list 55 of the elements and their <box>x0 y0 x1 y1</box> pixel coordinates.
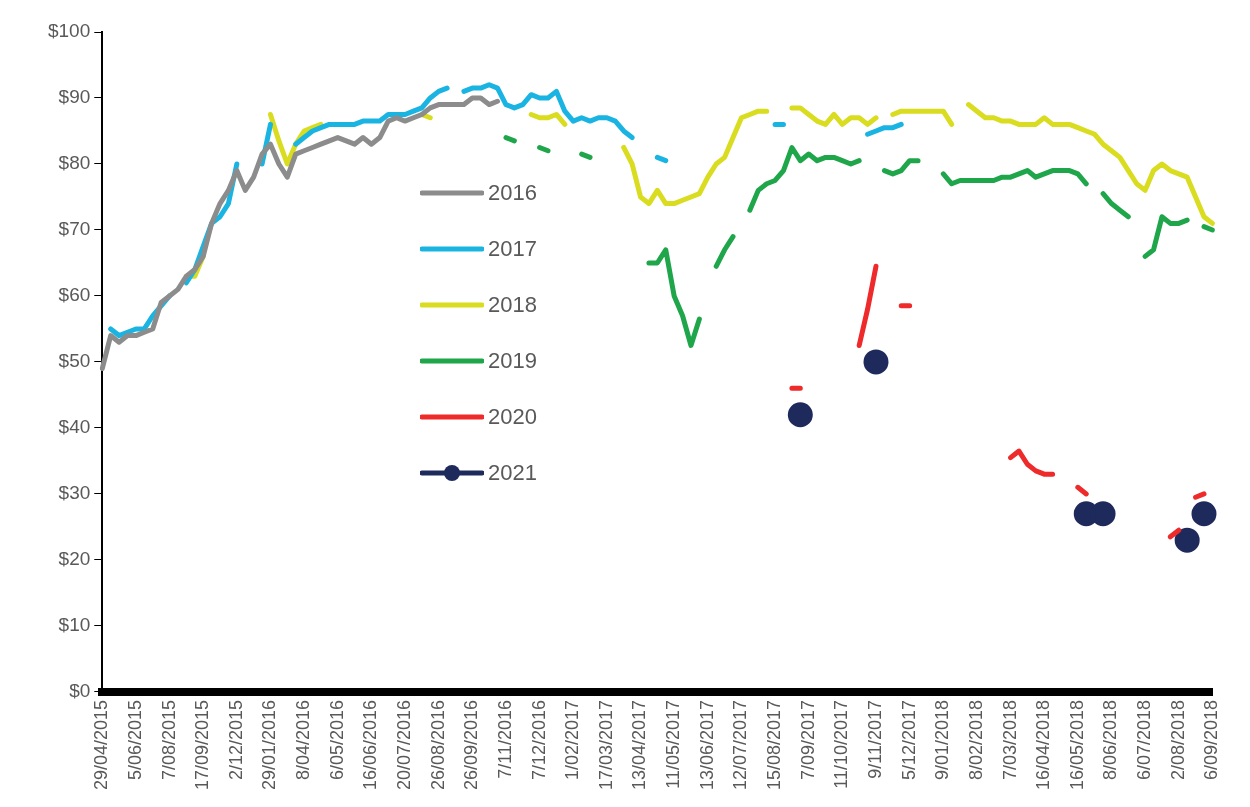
y-tick-label: $70 <box>58 218 91 240</box>
x-tick-label: 5/12/2017 <box>898 699 919 780</box>
point <box>863 349 889 375</box>
x-tick-label: 6/05/2016 <box>326 699 347 780</box>
y-tick-label: $20 <box>58 548 91 570</box>
legend-label: 2019 <box>488 348 537 374</box>
legend-label: 2018 <box>488 292 537 318</box>
x-tick-label: 2/12/2015 <box>225 699 246 780</box>
point <box>1191 501 1217 527</box>
y-tick-label: $0 <box>69 680 91 702</box>
x-tick-label: 29/01/2016 <box>259 699 280 791</box>
y-tick-label: $60 <box>58 284 91 306</box>
x-tick-label: 8/02/2018 <box>965 699 986 780</box>
y-tick-label: $50 <box>58 350 91 372</box>
x-tick-label: 13/04/2017 <box>629 699 650 791</box>
x-tick-label: 20/07/2016 <box>394 699 414 791</box>
x-tick-label: 8/06/2018 <box>1100 699 1121 780</box>
point <box>1174 527 1200 553</box>
x-tick-label: 16/04/2018 <box>1033 699 1054 791</box>
x-tick-label: 1/02/2017 <box>562 699 583 780</box>
x-tick-label: 9/01/2018 <box>932 699 953 780</box>
x-tick-label: 7/11/2016 <box>494 699 515 779</box>
x-tick-label: 26/08/2016 <box>427 699 448 791</box>
x-tick-label: 7/09/2017 <box>797 699 818 780</box>
x-tick-label: 13/06/2017 <box>696 699 717 791</box>
x-tick-label: 17/09/2015 <box>192 699 213 791</box>
x-tick-label: 11/10/2017 <box>831 699 852 789</box>
y-tick-label: $10 <box>58 614 91 636</box>
x-tick-label: 16/06/2016 <box>360 699 381 791</box>
x-tick-label: 7/08/2015 <box>158 699 179 780</box>
x-tick-label: 15/08/2017 <box>764 699 785 791</box>
x-tick-label: 2/08/2018 <box>1167 699 1188 780</box>
x-tick-label: 6/09/2018 <box>1201 699 1222 780</box>
x-tick-label: 5/06/2015 <box>124 699 145 780</box>
x-tick-label: 7/03/2018 <box>999 699 1020 780</box>
x-tick-label: 17/03/2017 <box>595 699 616 791</box>
point <box>787 402 813 428</box>
y-tick-label: $90 <box>58 86 91 108</box>
legend-label: 2020 <box>488 404 537 430</box>
y-tick-label: $40 <box>58 416 91 438</box>
x-tick-label: 7/12/2016 <box>528 699 549 780</box>
x-tick-label: 16/05/2018 <box>1066 699 1087 791</box>
x-tick-label: 26/09/2016 <box>461 699 482 791</box>
legend-label: 2021 <box>488 460 537 486</box>
y-tick-label: $30 <box>58 482 91 504</box>
x-tick-label: 11/05/2017 <box>663 699 684 789</box>
y-tick-label: $80 <box>58 152 91 174</box>
legend-label: 2017 <box>488 236 537 262</box>
x-tick-label: 9/11/2017 <box>864 699 885 779</box>
x-tick-label: 6/07/2018 <box>1134 699 1155 780</box>
legend-label: 2016 <box>488 180 537 206</box>
x-tick-label: 29/04/2015 <box>91 699 112 791</box>
y-tick-label: $100 <box>47 20 91 42</box>
x-tick-label: 12/07/2017 <box>730 699 751 791</box>
x-tick-label: 8/04/2016 <box>293 699 314 780</box>
